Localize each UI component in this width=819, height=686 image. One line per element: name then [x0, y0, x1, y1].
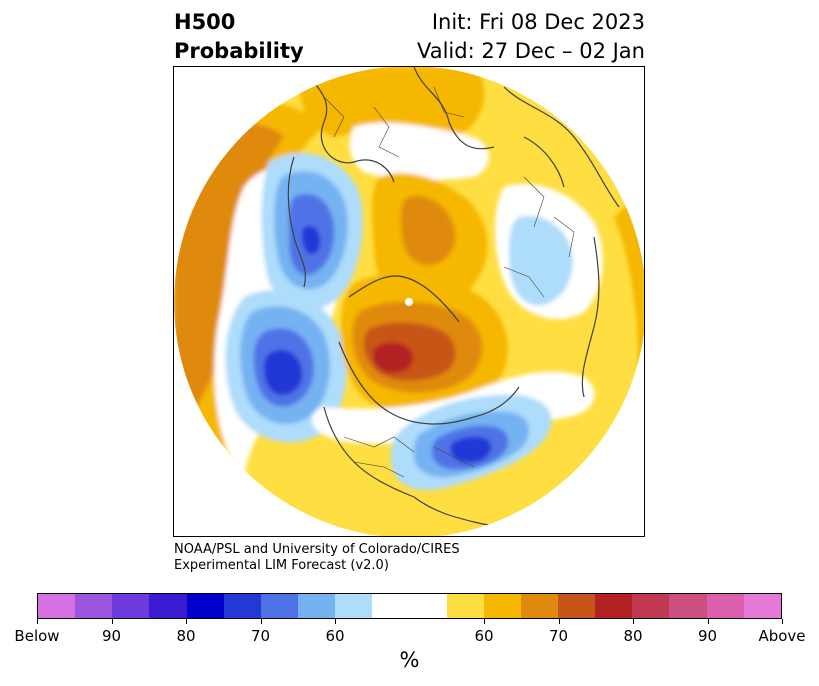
- colorbar-swatch: [483, 594, 521, 618]
- title-quantity: Probability: [174, 39, 304, 63]
- colorbar-swatch: [112, 594, 150, 618]
- colorbar-swatch: [557, 594, 596, 618]
- colorbar-tick-mark: [707, 619, 709, 624]
- na-deepblue: [450, 436, 492, 463]
- polar-map: [173, 66, 645, 537]
- colorbar-tick-label: 60: [474, 627, 494, 645]
- colorbar-swatch: [706, 594, 744, 618]
- colorbar-tick-mark: [484, 619, 485, 624]
- colorbar-tick-label: 60: [325, 627, 345, 645]
- colorbar-tick-mark: [782, 619, 783, 624]
- colorbar-tick-mark: [37, 619, 38, 624]
- colorbar-swatch: [409, 594, 447, 618]
- colorbar-swatch: [186, 594, 224, 618]
- probability-map: [174, 67, 644, 536]
- colorbar-tick-label: Below: [14, 627, 60, 645]
- colorbar-swatch: [595, 594, 633, 618]
- colorbar-swatch: [223, 594, 261, 618]
- colorbar-tick-label: 80: [176, 627, 196, 645]
- colorbar-swatch: [335, 594, 373, 618]
- colorbar-tick-mark: [111, 619, 113, 624]
- colorbar-swatch: [669, 594, 707, 618]
- colorbar-swatch: [149, 594, 187, 618]
- colorbar-tick-mark: [335, 619, 336, 624]
- colorbar-swatch: [297, 594, 336, 618]
- colorbar-swatch: [372, 594, 410, 618]
- atlantic-deepblue: [264, 349, 303, 395]
- colorbar-tick-label: 80: [623, 627, 643, 645]
- europe-gold: [300, 67, 485, 139]
- title-variable: H500: [174, 10, 236, 34]
- colorbar-swatch: [743, 594, 781, 618]
- siberia-orange: [400, 196, 456, 266]
- credit-line-1: NOAA/PSL and University of Colorado/CIRE…: [174, 542, 460, 557]
- colorbar-tick-label: 70: [250, 627, 271, 645]
- colorbar-swatch: [446, 594, 484, 618]
- colorbar-tick-label: 90: [697, 627, 718, 645]
- forecast-dates: Init: Fri 08 Dec 2023 Valid: 27 Dec – 02…: [340, 8, 645, 66]
- credit-text: NOAA/PSL and University of Colorado/CIRE…: [174, 542, 460, 574]
- colorbar-tick-mark: [260, 619, 262, 624]
- colorbar-swatch: [520, 594, 558, 618]
- asia-blue: [508, 216, 573, 306]
- colorbar-swatch: [260, 594, 298, 618]
- colorbar-tick-mark: [186, 619, 187, 624]
- valid-range: Valid: 27 Dec – 02 Jan: [416, 39, 645, 63]
- plot-title: H500 Probability: [174, 8, 304, 66]
- colorbar: [37, 593, 782, 619]
- colorbar-swatch: [38, 594, 76, 618]
- colorbar-swatch: [75, 594, 113, 618]
- se-darkorange: [564, 462, 644, 536]
- colorbar-unit-label: %: [399, 648, 420, 672]
- polar-red: [373, 342, 413, 373]
- colorbar-tick-mark: [633, 619, 634, 624]
- colorbar-tick-label: 70: [548, 627, 569, 645]
- europe-deepblue: [301, 225, 321, 255]
- credit-line-2: Experimental LIM Forecast (v2.0): [174, 558, 389, 573]
- init-date: Init: Fri 08 Dec 2023: [431, 10, 645, 34]
- political-borders: [323, 86, 575, 478]
- colorbar-swatch: [632, 594, 670, 618]
- colorbar-tick-mark: [558, 619, 560, 624]
- north-pole-hole: [405, 298, 413, 306]
- colorbar-tick-label: 90: [101, 627, 122, 645]
- white-gap-north: [349, 122, 489, 181]
- colorbar-tick-label: Above: [758, 627, 806, 645]
